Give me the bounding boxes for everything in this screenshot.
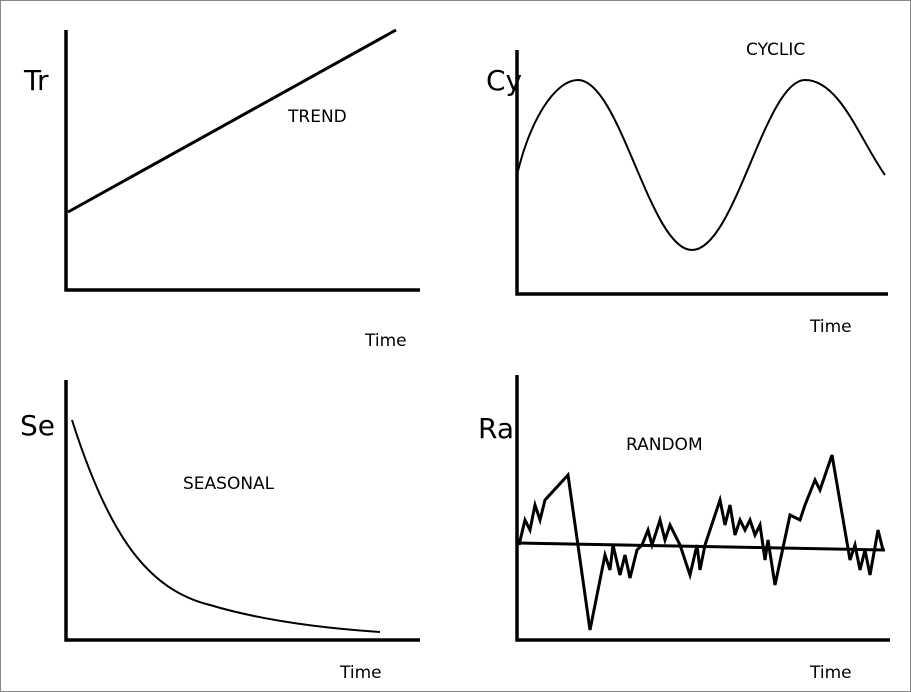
axis-label: Cy [486, 64, 522, 97]
axes [64, 30, 420, 292]
axis-label: Tr [23, 64, 49, 97]
cyclic-panel: Cy CYCLIC Time [486, 40, 888, 337]
axis-label: Ra [478, 412, 514, 445]
panel-title: TREND [287, 107, 347, 127]
seasonal-panel: Se SEASONAL Time [20, 380, 420, 683]
random-series [517, 454, 885, 631]
random-panel: Ra RANDOM Time [478, 375, 890, 683]
axes [515, 50, 888, 296]
x-label: Time [809, 317, 852, 337]
x-label: Time [364, 331, 407, 351]
panel-title: CYCLIC [746, 40, 805, 60]
cycle-curve [516, 78, 886, 252]
axes [64, 380, 420, 642]
trend-panel: Tr TREND Time [23, 28, 420, 351]
trend-line [67, 28, 397, 214]
x-label: Time [809, 663, 852, 683]
panel-title: SEASONAL [183, 474, 275, 494]
panel-title: RANDOM [626, 435, 703, 455]
axis-label: Se [20, 409, 55, 442]
x-label: Time [339, 663, 382, 683]
axes [515, 375, 890, 642]
decay-curve [71, 419, 381, 633]
